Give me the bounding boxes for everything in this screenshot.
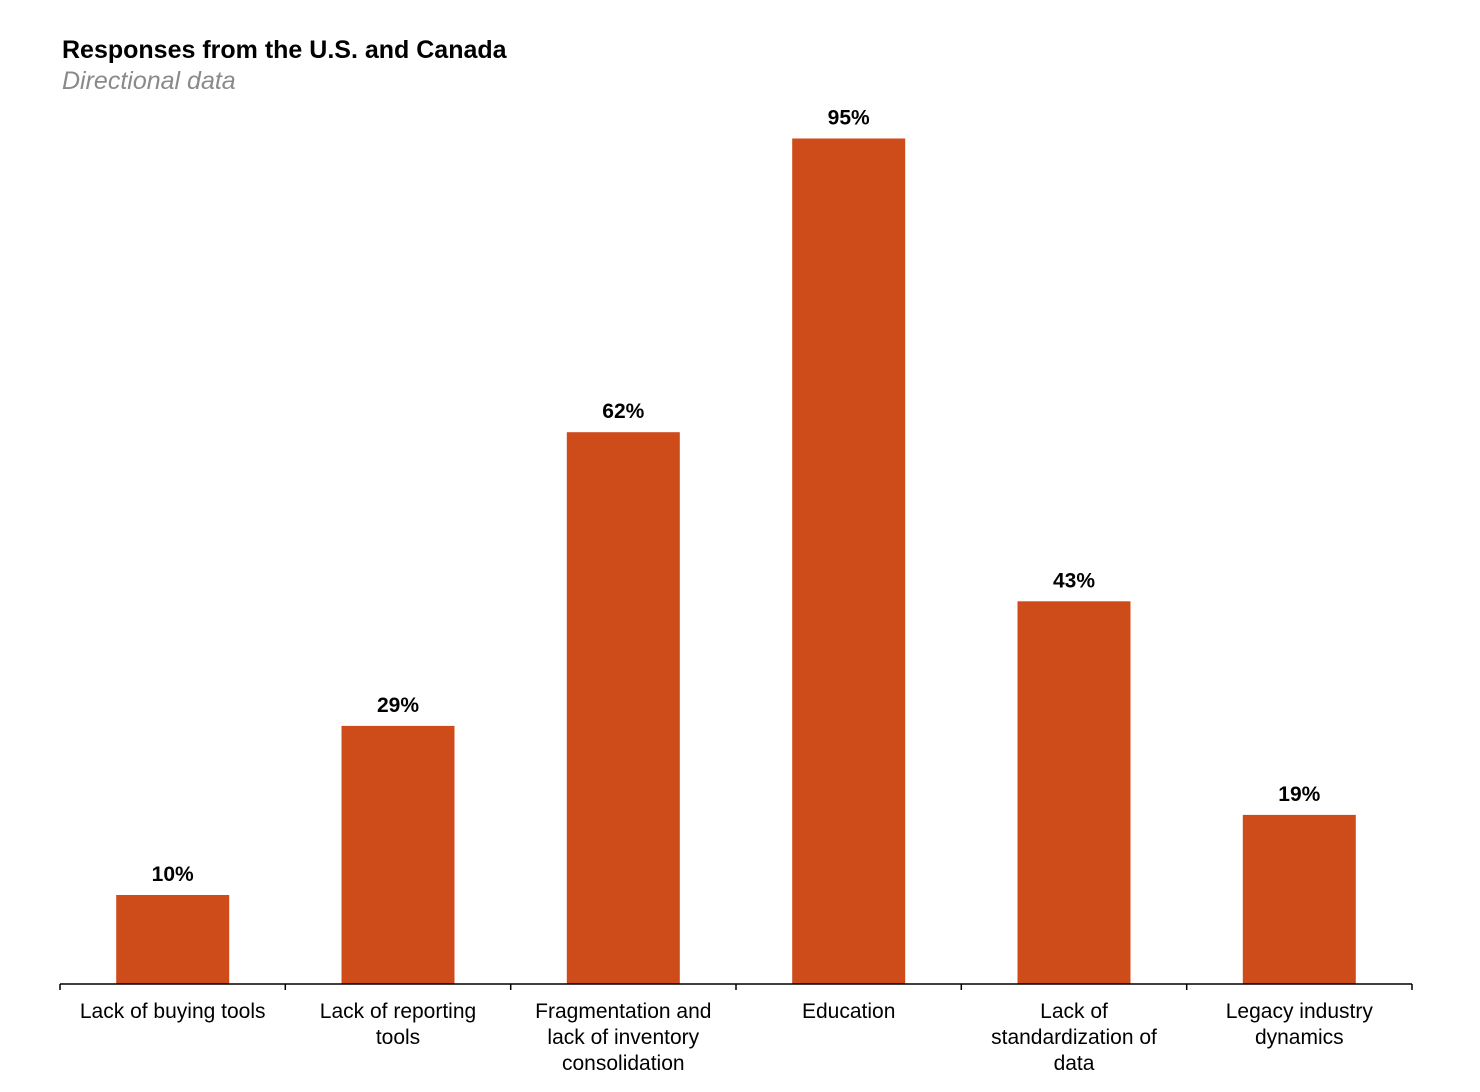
x-axis xyxy=(59,983,1413,990)
bar-4 xyxy=(792,138,906,984)
data-label-5: 43% xyxy=(1053,569,1095,592)
chart-subtitle: Directional data xyxy=(62,67,236,95)
data-label-1: 10% xyxy=(152,863,194,886)
bars-layer xyxy=(116,138,1356,984)
category-label-6: Legacy industry dynamics xyxy=(1226,1000,1374,1049)
category-label-line: consolidation xyxy=(562,1052,685,1075)
category-label-1: Lack of buying tools xyxy=(80,1000,266,1023)
bar-5 xyxy=(1017,601,1131,984)
category-label-5: Lack of standardization of data xyxy=(991,1000,1157,1075)
bar-6 xyxy=(1242,814,1356,984)
category-label-line: Legacy industry xyxy=(1226,1000,1374,1023)
category-label-line: Lack of buying tools xyxy=(80,1000,266,1023)
category-label-line: Lack of xyxy=(1040,1000,1108,1023)
labels-layer: 10% Lack of buying tools 29% Lack of report… xyxy=(80,107,1373,1076)
category-label-line: tools xyxy=(376,1026,420,1049)
category-label-line: Lack of reporting xyxy=(320,1000,476,1023)
data-label-2: 29% xyxy=(377,694,419,717)
category-label-4: Education xyxy=(802,1000,895,1023)
bar-3 xyxy=(566,432,680,984)
category-label-line: data xyxy=(1054,1052,1095,1075)
category-label-line: standardization of xyxy=(991,1026,1157,1049)
bar-1 xyxy=(116,895,230,984)
data-label-6: 19% xyxy=(1278,783,1320,806)
data-label-4: 95% xyxy=(828,107,870,130)
category-label-line: dynamics xyxy=(1255,1026,1344,1049)
data-label-3: 62% xyxy=(602,400,644,423)
category-label-line: lack of inventory xyxy=(547,1026,699,1049)
category-label-2: Lack of reporting tools xyxy=(320,1000,476,1049)
category-label-3: Fragmentation and lack of inventory consol… xyxy=(535,1000,711,1075)
category-label-line: Education xyxy=(802,1000,895,1023)
chart-title: Responses from the U.S. and Canada xyxy=(62,36,507,64)
bar-2 xyxy=(341,725,455,984)
category-label-line: Fragmentation and xyxy=(535,1000,711,1023)
